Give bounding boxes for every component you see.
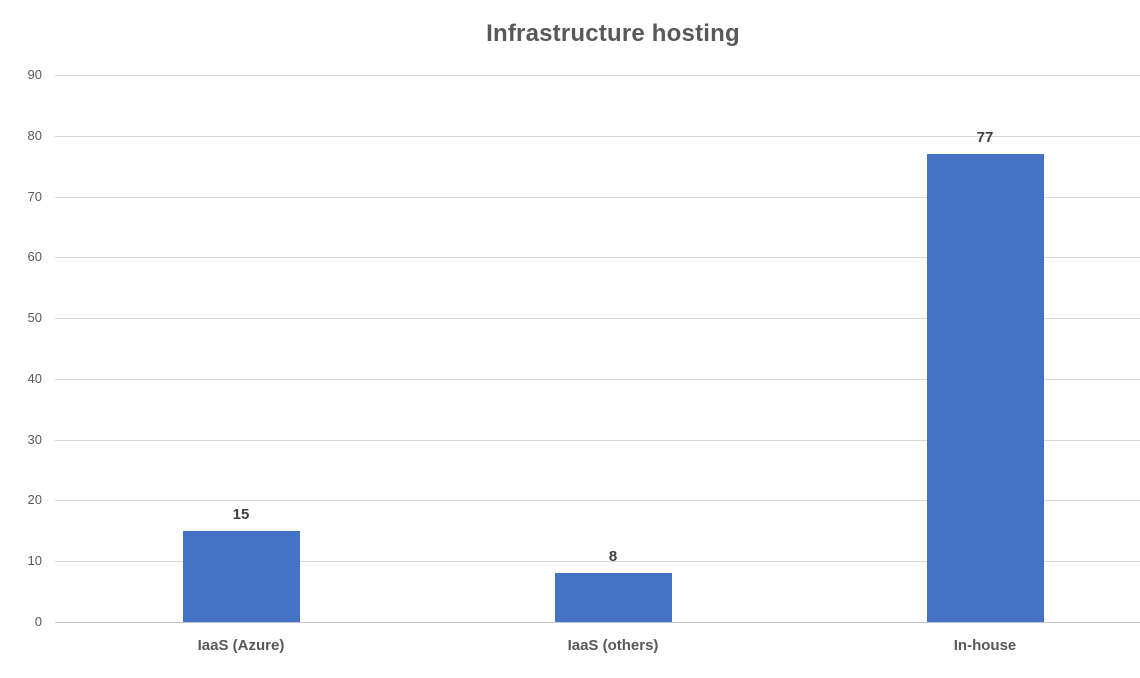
y-tick-label: 0 [34,614,42,629]
bar-value-label: 15 [232,505,250,523]
gridline [55,135,1140,137]
gridline [55,561,1140,563]
chart-title: Infrastructure hosting [486,20,740,47]
y-tick-label: 90 [27,67,42,82]
bar [926,154,1044,622]
plot-area: 15 8 77 [55,75,1140,623]
bar [182,530,300,622]
y-tick-label: 80 [27,127,42,143]
x-axis-line [55,622,1140,623]
category-label: IaaS (Azure) [197,637,285,654]
y-tick-label: 10 [27,553,42,569]
gridline [55,318,1140,320]
gridline [55,439,1140,441]
gridline [55,500,1140,502]
bar [554,573,672,622]
category-label: In-house [953,637,1017,654]
gridline [55,257,1140,259]
bar-value-label: 77 [976,129,994,146]
gridline [55,196,1140,198]
y-tick-label: 40 [27,370,42,386]
bar-value-label: 8 [608,548,618,566]
category-label: IaaS (others) [567,637,659,654]
gridline [55,75,1140,76]
y-tick-label: 30 [27,431,42,447]
y-tick-label: 20 [27,492,42,508]
gridline [55,378,1140,380]
y-tick-label: 60 [27,249,42,265]
y-tick-label: 70 [27,188,42,204]
y-tick-label: 50 [27,310,42,326]
